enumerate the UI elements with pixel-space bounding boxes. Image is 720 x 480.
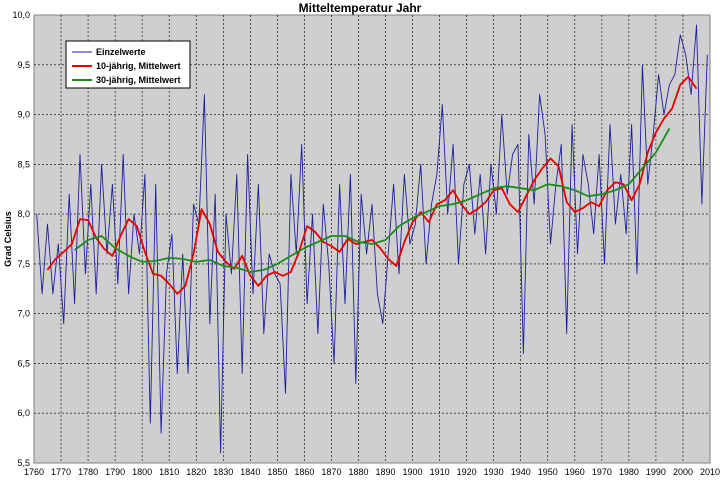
x-tick-label: 1870	[321, 467, 341, 477]
y-axis-label: Grad Celsius	[3, 211, 13, 267]
y-tick-label: 7,5	[17, 259, 30, 269]
x-tick-label: 1840	[240, 467, 260, 477]
series-line-2	[46, 75, 698, 295]
legend-label-1: Einzelwerte	[96, 47, 146, 57]
series-line-3	[74, 128, 671, 273]
y-axis-ticks: 5,5 6,0 6,5 7,0 7,5 8,0 8,5 9,0 9,5 10,0	[12, 10, 30, 468]
chart-title: Mitteltemperatur Jahr	[299, 1, 422, 15]
x-tick-label: 1820	[186, 467, 206, 477]
x-tick-label: 1810	[159, 467, 179, 477]
legend-label-2: 10-jährig, Mittelwert	[96, 61, 181, 71]
y-tick-label: 10,0	[12, 10, 30, 20]
y-tick-label: 8,5	[17, 159, 30, 169]
x-tick-label: 2000	[673, 467, 693, 477]
x-tick-label: 1940	[511, 467, 531, 477]
x-tick-label: 1930	[484, 467, 504, 477]
x-tick-label: 1760	[24, 467, 44, 477]
x-tick-label: 1950	[538, 467, 558, 477]
x-tick-label: 1920	[457, 467, 477, 477]
x-tick-label: 1850	[267, 467, 287, 477]
x-tick-label: 1780	[78, 467, 98, 477]
x-tick-label: 1970	[592, 467, 612, 477]
y-tick-label: 7,0	[17, 309, 30, 319]
x-tick-label: 1880	[348, 467, 368, 477]
y-tick-label: 9,5	[17, 60, 30, 70]
x-tick-label: 1900	[403, 467, 423, 477]
legend-label-3: 30-jährig, Mittelwert	[96, 75, 181, 85]
x-tick-label: 1770	[51, 467, 71, 477]
x-tick-label: 1990	[646, 467, 666, 477]
y-tick-label: 5,5	[17, 458, 30, 468]
series-group	[36, 24, 708, 454]
x-tick-label: 1890	[376, 467, 396, 477]
legend: Einzelwerte 10-jährig, Mittelwert 30-jähri…	[65, 40, 191, 89]
x-tick-label: 2010	[700, 467, 720, 477]
x-tick-label: 1830	[213, 467, 233, 477]
x-tick-label: 1790	[105, 467, 125, 477]
gridlines	[34, 15, 710, 463]
x-tick-label: 1860	[294, 467, 314, 477]
x-tick-label: 1960	[565, 467, 585, 477]
series-line-1	[36, 24, 708, 454]
x-axis-ticks: 1760 1770 1780 1790 1800 1810 1820 1830 1840 1850…	[24, 467, 720, 477]
x-tick-label: 1800	[132, 467, 152, 477]
y-tick-label: 9,0	[17, 110, 30, 120]
y-tick-label: 6,0	[17, 408, 30, 418]
y-tick-label: 6,5	[17, 358, 30, 368]
x-tick-label: 1980	[619, 467, 639, 477]
y-tick-label: 8,0	[17, 209, 30, 219]
x-tick-label: 1910	[430, 467, 450, 477]
